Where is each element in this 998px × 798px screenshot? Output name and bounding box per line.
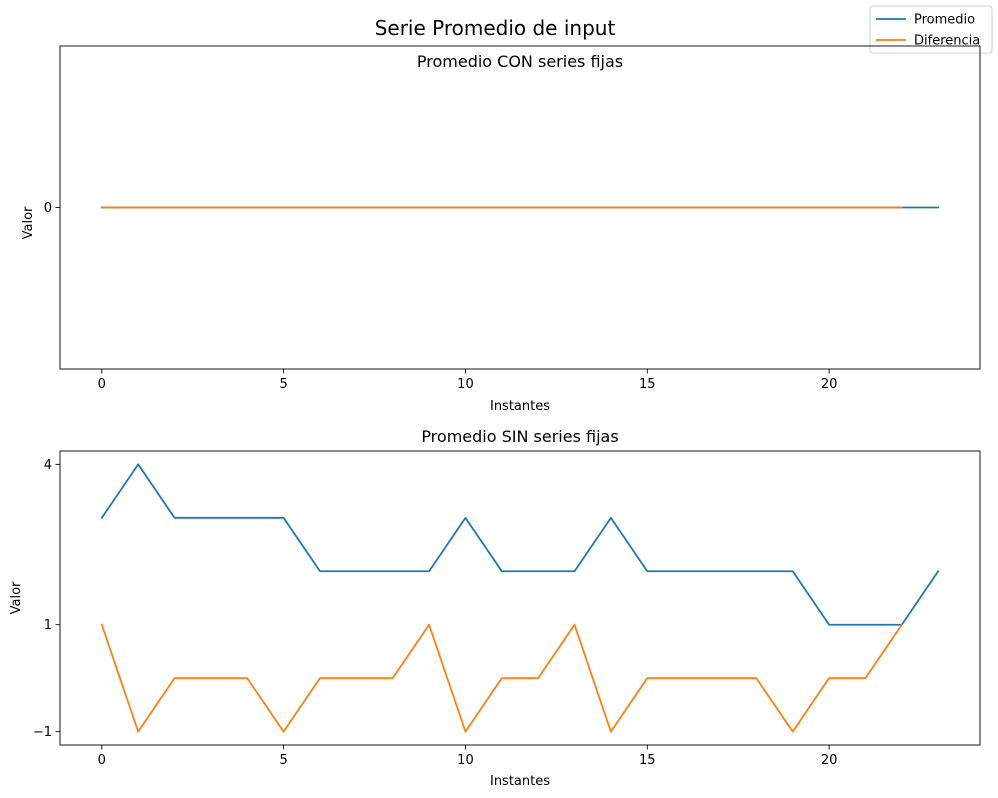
subplot-bottom-title: Promedio SIN series fijas xyxy=(421,427,618,446)
subplot-bottom: Promedio SIN series fijas 0 5 10 15 20 −114 … xyxy=(9,427,981,789)
xtick-label-bottom-15: 15 xyxy=(639,753,656,768)
subplot-top-yticks: 0 xyxy=(44,201,60,216)
xtick-label-bottom-20: 20 xyxy=(821,753,838,768)
ytick-label-bottom-0: −1 xyxy=(33,725,52,740)
subplot-top: Promedio CON series fijas 0 5 10 15 20 0 Ins… xyxy=(21,45,981,414)
figure-suptitle: Serie Promedio de input xyxy=(375,16,616,40)
subplot-top-frame xyxy=(59,45,981,370)
subplot-top-title: Promedio CON series fijas xyxy=(417,52,623,71)
legend-label-diferencia: Diferencia xyxy=(914,34,980,49)
ytick-label-bottom-1: 1 xyxy=(44,618,52,633)
xtick-label-top-0: 0 xyxy=(98,377,106,392)
subplot-bottom-frame xyxy=(59,450,981,746)
subplot-top-xlabel: Instantes xyxy=(490,399,550,414)
ytick-label-bottom-2: 4 xyxy=(44,458,52,473)
xtick-label-bottom-0: 0 xyxy=(98,753,106,768)
subplot-top-ylabel: Valor xyxy=(21,206,36,239)
xtick-label-top-20: 20 xyxy=(821,377,838,392)
subplot-top-xticks: 0 5 10 15 20 xyxy=(98,369,838,392)
xtick-label-top-5: 5 xyxy=(279,377,287,392)
series-line-bottom-promedio xyxy=(100,463,940,626)
legend-frame xyxy=(869,5,993,54)
figure-legend: Promedio Diferencia xyxy=(869,5,993,54)
subplot-bottom-xlabel: Instantes xyxy=(490,774,550,789)
subplot-bottom-yticks: −1 1 4 xyxy=(33,458,60,740)
ytick-label-top-0: 0 xyxy=(44,201,52,216)
series-line-bottom-diferencia xyxy=(100,623,904,733)
legend-label-promedio: Promedio xyxy=(914,13,975,28)
xtick-label-bottom-5: 5 xyxy=(279,753,287,768)
subplot-bottom-xticks: 0 5 10 15 20 xyxy=(98,745,838,768)
subplot-bottom-marks xyxy=(100,463,940,733)
xtick-label-top-15: 15 xyxy=(639,377,656,392)
subplot-bottom-ylabel: Valor xyxy=(9,581,24,614)
xtick-label-top-10: 10 xyxy=(457,377,474,392)
xtick-label-bottom-10: 10 xyxy=(457,753,474,768)
